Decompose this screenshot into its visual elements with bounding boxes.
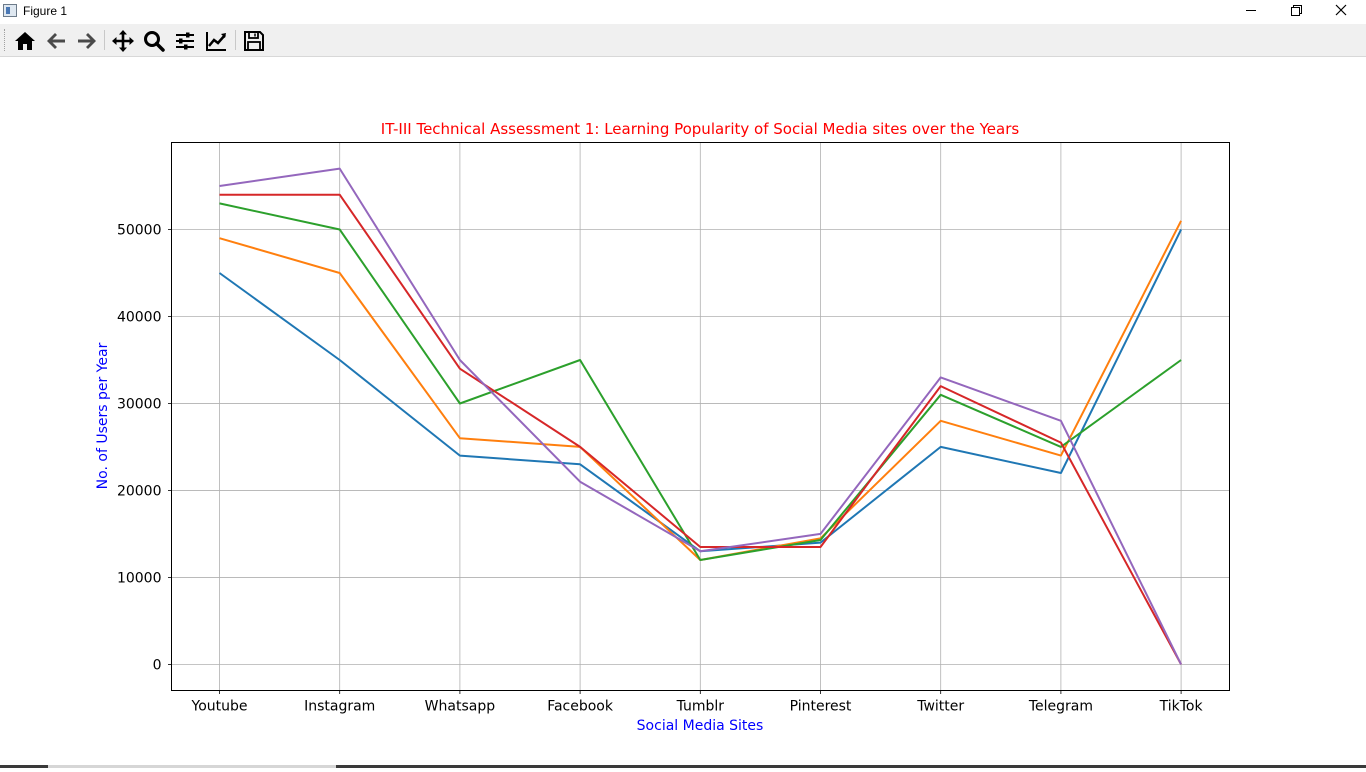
forward-button[interactable] (73, 27, 101, 54)
y-tick-label: 30000 (117, 396, 162, 412)
app-icon (3, 4, 17, 17)
x-axis-label: Social Media Sites (637, 718, 764, 734)
toolbar-grip (4, 29, 7, 51)
zoom-button[interactable] (140, 27, 168, 54)
close-button[interactable] (1320, 0, 1366, 24)
magnifier-icon (144, 31, 165, 52)
y-axis-label: No. of Users per Year (95, 342, 111, 489)
move-icon (112, 30, 134, 52)
x-tick-label: Telegram (1028, 699, 1093, 715)
x-tick-label: Youtube (191, 699, 248, 715)
close-icon (1335, 4, 1347, 16)
series-lines (218, 167, 1182, 665)
x-tick-label: Tumblr (676, 699, 725, 715)
maximize-button[interactable] (1274, 0, 1320, 24)
y-tick-label: 40000 (117, 309, 162, 325)
arrow-right-icon (78, 33, 96, 49)
toolbar-separator (235, 30, 236, 50)
taskbar-strip (0, 765, 1366, 768)
window-titlebar: Figure 1 (0, 0, 1366, 24)
figure-canvas[interactable]: Youtube Instagram Whatsapp Facebook Tumblr Pi… (0, 57, 1366, 768)
y-tick-label: 0 (153, 657, 162, 673)
back-button[interactable] (42, 27, 70, 54)
y-tick-label: 20000 (117, 483, 162, 499)
toolbar-separator (104, 30, 105, 50)
floppy-disk-icon (244, 31, 264, 51)
home-icon (15, 32, 35, 50)
minimize-icon (1246, 10, 1256, 11)
y-tick-label: 50000 (117, 222, 162, 238)
x-tick-label: Pinterest (790, 699, 852, 715)
y-tick-label: 10000 (117, 570, 162, 586)
grid-lines (171, 142, 1230, 691)
configure-subplots-button[interactable] (171, 27, 199, 54)
minimize-button[interactable] (1228, 0, 1274, 24)
navigation-toolbar (0, 24, 1366, 57)
axis-ticks: Youtube Instagram Whatsapp Facebook Tumblr Pi… (117, 222, 1204, 714)
edit-axis-button[interactable] (202, 27, 230, 54)
save-button[interactable] (240, 27, 268, 54)
series-line-4 (219, 193, 1182, 665)
restore-icon (1291, 5, 1302, 16)
arrow-left-icon (47, 33, 65, 49)
x-tick-label: TikTok (1159, 699, 1204, 715)
pan-button[interactable] (109, 27, 137, 54)
sliders-icon (176, 32, 194, 50)
x-tick-label: Twitter (916, 699, 964, 715)
home-button[interactable] (11, 27, 39, 54)
series-line-3 (219, 202, 1182, 561)
x-tick-label: Instagram (304, 699, 375, 715)
series-line-5 (219, 167, 1182, 665)
x-tick-label: Facebook (547, 699, 614, 715)
x-tick-label: Whatsapp (425, 699, 496, 715)
window-title: Figure 1 (23, 4, 68, 18)
chart-title: IT-III Technical Assessment 1: Learning … (381, 120, 1020, 138)
line-chart[interactable]: Youtube Instagram Whatsapp Facebook Tumblr Pi… (0, 57, 1366, 768)
line-chart-icon (206, 32, 226, 51)
